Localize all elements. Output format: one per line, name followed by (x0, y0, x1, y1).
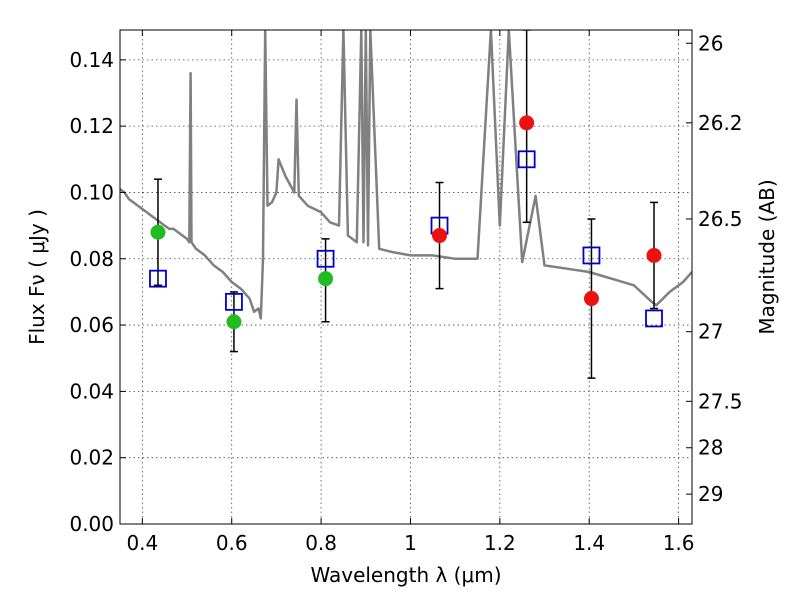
x-tick-label: 0.6 (216, 531, 248, 555)
y2-axis-label: Magnitude (AB) (755, 179, 779, 334)
observed-point (318, 271, 334, 287)
observed-point (226, 314, 242, 330)
y2-tick-label: 29 (698, 482, 723, 506)
observed-point (519, 115, 535, 131)
y2-tick-label: 26 (698, 31, 723, 55)
plot-contents (120, 30, 692, 379)
y2-tick-label: 26.5 (698, 207, 743, 231)
y2-tick-label: 28 (698, 436, 723, 460)
x-tick-label: 1 (404, 531, 417, 555)
model-square-marker (645, 309, 663, 328)
model-square-marker (225, 292, 243, 311)
observed-point (646, 247, 662, 263)
y2-tick-label: 27 (698, 320, 723, 344)
y-tick-label: 0.12 (69, 114, 114, 138)
observed-point (150, 224, 166, 240)
y2-tick-label: 26.2 (698, 111, 743, 135)
x-tick-label: 0.4 (126, 531, 158, 555)
x-tick-label: 1.4 (573, 531, 605, 555)
model-square-marker (582, 246, 601, 265)
model-square-marker (149, 269, 167, 288)
model-square-marker (316, 249, 335, 268)
x-axis-label: Wavelength λ (μm) (310, 563, 501, 587)
observed-point (432, 228, 448, 244)
y-axis-label: Flux Fν ( μJy ) (25, 209, 49, 345)
y-tick-label: 0.08 (69, 247, 114, 271)
x-tick-label: 1.2 (484, 531, 516, 555)
plot-frame (119, 29, 693, 525)
y-tick-label: 0.02 (69, 446, 114, 470)
x-tick-label: 1.6 (663, 531, 695, 555)
y-tick-label: 0.14 (69, 48, 114, 72)
y-tick-label: 0.06 (69, 313, 114, 337)
x-tick-label: 0.8 (305, 531, 337, 555)
plot-area (120, 30, 692, 379)
observed-point (583, 291, 599, 307)
y-tick-label: 0.04 (69, 379, 114, 403)
spectrum-line (120, 30, 692, 320)
axis-ticks: 0.4 0.6 0.8 1 1.2 1.4 1.6 0.00 0.02 0.04 0.06 0.08 0… (69, 30, 743, 555)
model-square-marker (517, 150, 536, 169)
y2-tick-label: 27.5 (698, 389, 743, 413)
y-tick-label: 0.10 (69, 180, 114, 204)
y-tick-label: 0.00 (69, 512, 114, 536)
